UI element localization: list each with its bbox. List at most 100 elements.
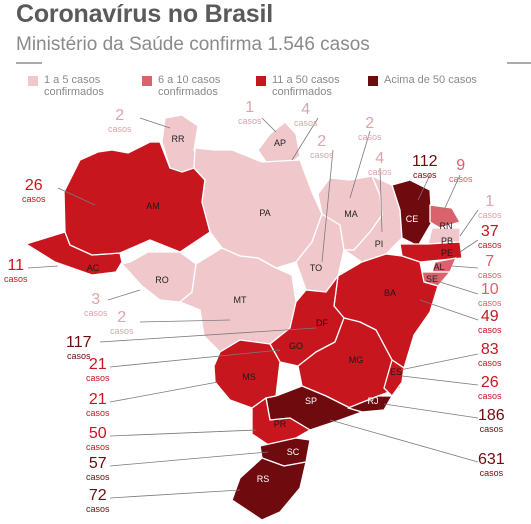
case-word: casos [86,408,110,418]
case-word: casos [86,373,110,383]
case-count: 50 [88,425,107,442]
case-label-sc: 57 casos [86,456,110,482]
leader-line-al [451,265,479,269]
legend-swatch-tier4 [368,76,378,86]
leader-line-ac [27,265,59,269]
leader-line-ba [419,299,479,321]
state-abbr-pi: PI [375,239,384,249]
state-abbr-ce: CE [406,214,419,224]
state-abbr-al: AL [433,262,444,272]
state-abbr-rj: RJ [368,396,379,406]
leader-line-sc [109,451,269,467]
legend-label-tier1: 1 a 5 casos confirmados [44,74,104,98]
legend-swatch-tier1 [28,76,38,86]
case-label-pb: 1 casos [478,194,502,220]
case-count: 7 [485,253,495,270]
case-word: casos [449,174,473,184]
case-count: 186 [478,407,505,424]
leader-line-es [401,375,479,386]
case-label-ap: 1 casos [238,100,262,126]
leader-line-sp [329,419,479,463]
case-count: 72 [88,487,107,504]
case-word: casos [478,270,502,280]
state-es [383,359,405,397]
state-abbr-rr: RR [172,134,185,144]
case-word: casos [108,124,132,134]
case-label-pi: 4 casos [368,151,392,177]
case-label-rn: 9 casos [449,158,473,184]
state-abbr-pr: PR [274,419,287,429]
state-abbr-sp: SP [305,396,317,406]
case-label-to: 2 casos [310,134,334,160]
case-word: casos [478,325,502,335]
legend-label-tier3: 11 a 50 casos confirmados [272,74,340,98]
case-label-al: 7 casos [478,254,502,280]
case-count: 26 [24,177,43,194]
leader-line-rs [109,489,241,499]
leader-line-rr [139,117,171,129]
case-count: 11 [7,257,25,274]
leader-line-pr [109,429,257,437]
leader-line-pi [379,167,383,233]
legend: 1 a 5 casos confirmados 6 a 10 casos con… [28,74,508,104]
case-count: 1 [485,193,495,210]
legend-swatch-tier2 [142,76,152,86]
map-subtitle: Ministério da Saúde confirma 1.546 casos [16,34,370,55]
case-word: casos [478,210,502,220]
leader-line-df [99,327,317,343]
state-abbr-to: TO [310,263,322,273]
divider-left [16,62,42,64]
case-label-rj: 186 casos [478,408,505,434]
case-count: 83 [480,341,499,358]
case-label-es: 26 casos [478,375,502,401]
case-count: 57 [88,455,107,472]
case-label-rs: 72 casos [86,488,110,514]
leader-line-mt [139,319,231,323]
case-count: 631 [478,451,505,468]
case-word: casos [67,351,91,361]
case-count: 4 [301,101,311,118]
case-label-mg: 83 casos [478,342,502,368]
state-abbr-df: DF [316,318,328,328]
case-count: 37 [480,223,499,240]
case-count: 21 [88,356,107,373]
state-abbr-ms: MS [242,372,256,382]
leader-line-mg [399,353,479,371]
case-count: 2 [365,115,375,132]
case-label-pe: 37 casos [478,224,502,250]
case-count: 2 [117,309,127,326]
case-label-ce: 112 casos [412,154,438,180]
state-abbr-se: SE [426,274,438,284]
case-count: 10 [480,281,499,298]
state-abbr-pb: PB [441,236,453,246]
leader-line-to [321,149,334,263]
case-word: casos [238,116,262,126]
legend-label-tier2: 6 a 10 casos confirmados [158,74,221,98]
case-word: casos [358,132,382,142]
case-word: casos [479,468,504,478]
case-count: 26 [480,374,499,391]
state-abbr-rs: RS [257,474,270,484]
state-abbr-ap: AP [274,138,286,148]
case-label-am: 26 casos [22,178,46,204]
divider-right [507,62,531,64]
state-rs [231,457,307,521]
leader-line-rj [383,403,479,419]
state-abbr-ac: AC [87,263,100,273]
state-pa [193,147,323,269]
case-label-ro: 3 casos [84,292,108,318]
state-abbr-sc: SC [287,447,300,457]
leader-line-pb [459,209,479,237]
case-word: casos [479,424,504,434]
case-label-ac: 11 casos [4,258,28,284]
case-label-ms: 21 casos [86,392,110,418]
case-count: 4 [375,150,385,167]
case-count: 9 [456,157,466,174]
case-label-sp: 631 casos [478,452,505,478]
leader-line-ce [417,174,431,201]
case-word: casos [86,504,110,514]
case-word: casos [110,326,134,336]
case-count: 21 [88,391,107,408]
legend-swatch-tier3 [256,76,266,86]
